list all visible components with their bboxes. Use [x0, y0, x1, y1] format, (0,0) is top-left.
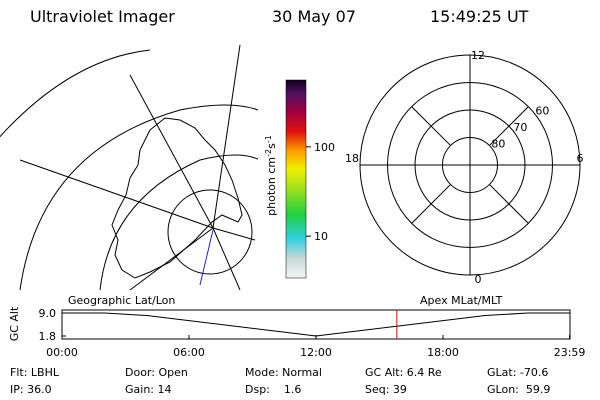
status-field: GLat: -70.6: [487, 366, 548, 379]
status-field: Flt: LBHL: [10, 366, 60, 379]
status-field: GLon: 59.9: [487, 383, 550, 396]
polar-diagonal: [489, 184, 529, 224]
geographic-map: [0, 45, 258, 290]
status-field: GC Alt: 6.4 Re: [365, 366, 442, 379]
map-grid: [212, 227, 256, 241]
date: 30 May 07: [272, 7, 356, 26]
map-grid: [212, 227, 241, 290]
colorbar-tick-label: 100: [314, 141, 335, 154]
label-part: -2: [264, 149, 273, 157]
x-tick-label: 00:00: [46, 346, 78, 359]
y-tick-label: 9.0: [39, 307, 57, 320]
lat-label: 70: [513, 121, 527, 134]
colorbar: [285, 79, 307, 279]
altitude-plot-frame: [61, 309, 571, 340]
lat-label: 60: [535, 105, 549, 118]
map-grid: [0, 49, 151, 138]
status-field: IP: 36.0: [10, 383, 52, 396]
x-tick-label: 23:59: [554, 346, 586, 359]
map-grid: [212, 45, 241, 229]
coastline: [111, 117, 243, 279]
lat-label: 80: [491, 138, 505, 151]
map-circle: [167, 189, 253, 275]
time: 15:49:25 UT: [430, 7, 529, 26]
status-field: Seq: 39: [365, 383, 407, 396]
plot-title: Apex MLat/MLT: [420, 294, 503, 307]
mlt-label: 0: [475, 273, 482, 286]
colorbar-label: photon cm-2s-1: [261, 125, 278, 234]
mlt-label: 12: [471, 49, 485, 62]
polar-diagonal: [489, 106, 529, 146]
instrument-title: Ultraviolet Imager: [30, 7, 175, 26]
label-part: s: [265, 143, 278, 149]
y-tick-label: 1.8: [39, 330, 57, 343]
x-tick-label: 06:00: [173, 346, 205, 359]
map-grid: [99, 154, 258, 290]
map-grid: [19, 104, 258, 290]
status-field: Mode: Normal: [245, 366, 322, 379]
x-tick-label: 18:00: [427, 346, 459, 359]
polar-diagonal: [411, 106, 451, 146]
colorbar-tick-label: 10: [314, 230, 328, 243]
map-grid: [129, 74, 214, 229]
mlt-label: 18: [345, 152, 359, 165]
label-part: -1: [264, 135, 273, 143]
footer: Flt: LBHL Door: Open Mode: Normal GC Alt: 6…: [10, 366, 550, 396]
label-part: photon cm: [265, 157, 278, 216]
status-field: Door: Open: [125, 366, 188, 379]
plot-title: Geographic Lat/Lon: [68, 294, 175, 307]
status-field: Gain: 14: [125, 383, 172, 396]
mlt-label: 6: [577, 152, 584, 165]
status-field: Dsp: 1.6: [245, 383, 301, 396]
footprint-line: [199, 229, 214, 286]
altitude-curve: [62, 312, 570, 337]
map-grid: [129, 227, 214, 290]
map-grid: [19, 159, 214, 229]
polar-diagonal: [411, 184, 451, 224]
y-axis-label: GC Alt: [8, 306, 21, 341]
x-tick-label: 12:00: [300, 346, 332, 359]
